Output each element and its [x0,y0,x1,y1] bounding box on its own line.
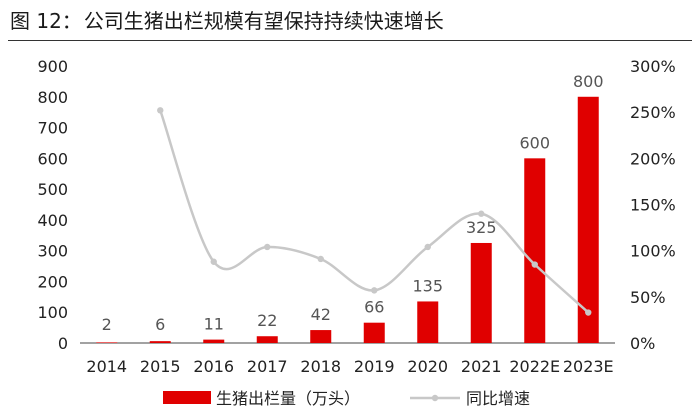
x-tick-label: 2020 [407,357,448,376]
figure-number: 图 12： [10,9,82,33]
growth-point [157,107,164,114]
left-y-axis: 0 100 200 300 400 500 600 700 800 900 [37,57,68,353]
growth-point [317,255,324,263]
growth-point [531,261,538,268]
left-y-tick-label: 800 [37,88,68,107]
left-y-tick-label: 700 [37,119,68,138]
bar [96,342,118,343]
left-y-tick-label: 100 [37,303,68,322]
bar [310,330,332,343]
left-y-tick-label: 300 [37,242,68,261]
growth-point [478,210,485,217]
left-y-tick-label: 0 [58,334,68,353]
right-y-tick-label: 200% [630,149,676,168]
bar [149,341,171,343]
right-y-tick-label: 100% [630,242,676,261]
line-series [157,107,592,316]
x-tick-label: 2017 [247,357,288,376]
x-tick-label: 2018 [300,357,341,376]
legend-swatch-line-marker [431,394,439,402]
bar [577,96,599,344]
x-tick-label: 2015 [140,357,181,376]
bar [363,322,385,343]
left-y-tick-label: 200 [37,272,68,291]
bar [256,336,278,343]
right-y-tick-label: 0% [630,334,655,353]
growth-point [371,287,378,294]
bar-value-label: 600 [519,133,550,152]
left-y-tick-label: 500 [37,180,68,199]
x-tick-label: 2016 [193,357,234,376]
growth-point [264,243,271,251]
bar-value-label: 135 [412,276,443,295]
left-y-tick-label: 600 [37,149,68,168]
bar-value-label: 6 [155,315,165,334]
x-tick-label: 2023E [563,357,614,376]
bar [417,301,439,343]
bar-value-label: 800 [573,72,604,91]
right-y-tick-label: 50% [630,288,666,307]
growth-point [424,243,431,251]
bar-series [96,96,599,344]
bar [203,339,225,343]
left-y-tick-label: 900 [37,57,68,76]
bar [470,242,492,343]
x-tick-label: 2022E [509,357,560,376]
right-y-tick-label: 150% [630,196,676,215]
bar-value-label: 42 [311,305,331,324]
bar [524,158,546,343]
growth-point [210,258,217,265]
legend-label-line: 同比增速 [466,389,530,408]
bar-value-label: 325 [466,218,497,237]
right-y-axis: 0% 50% 100% 150% 200% 250% 300% [630,57,676,353]
figure-title-text: 公司生猪出栏规模有望保持持续快速增长 [83,9,444,33]
legend-swatch-bar [163,391,211,404]
x-tick-label: 2014 [86,357,127,376]
right-y-tick-label: 300% [630,57,676,76]
bar-value-label: 11 [204,315,224,334]
x-tick-label: 2019 [354,357,395,376]
bar-value-label: 2 [102,315,112,334]
bar-value-label: 22 [257,311,277,330]
legend-label-bar: 生猪出栏量（万头） [216,389,360,408]
growth-point [585,309,592,316]
bar-value-label: 66 [364,298,384,317]
x-axis: 2014 2015 2016 2017 2018 2019 2020 2021 2022E 202… [86,357,613,376]
bar-data-labels: 2 6 11 22 42 66 135 325 600 800 [102,72,604,334]
x-tick-label: 2021 [461,357,502,376]
legend: 生猪出栏量（万头） 同比增速 [163,389,530,408]
figure-title: 图 12： 公司生猪出栏规模有望保持持续快速增长 [10,6,688,36]
title-divider [8,40,692,41]
left-y-tick-label: 400 [37,211,68,230]
right-y-tick-label: 250% [630,103,676,122]
